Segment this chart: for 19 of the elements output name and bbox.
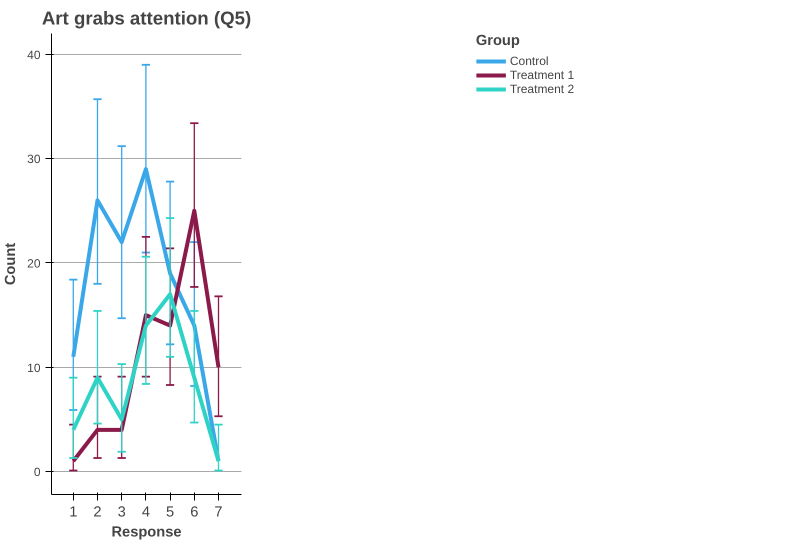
x-tick-label: 7 [214, 504, 223, 520]
x-tick-label: 2 [93, 504, 102, 520]
y-tick-label: 0 [34, 465, 41, 480]
y-tick-label: 20 [27, 256, 41, 270]
x-tick-label: 4 [142, 504, 150, 520]
y-axis-title: Count [3, 242, 20, 286]
x-tick-label: 1 [69, 504, 78, 520]
x-tick-label: 6 [190, 504, 198, 520]
legend-label: Treatment 1 [510, 68, 574, 82]
x-axis-title: Response [111, 524, 182, 540]
y-tick-label: 40 [27, 48, 41, 62]
x-tick-label: 3 [118, 504, 126, 520]
y-tick-label: 10 [27, 360, 41, 375]
chart-title: Art grabs attention (Q5) [42, 8, 252, 28]
legend-label: Treatment 2 [510, 82, 574, 96]
legend-label: Control [510, 54, 549, 68]
y-tick-label: 30 [27, 152, 41, 166]
x-tick-label: 5 [166, 504, 174, 520]
legend-title: Group [476, 33, 521, 49]
